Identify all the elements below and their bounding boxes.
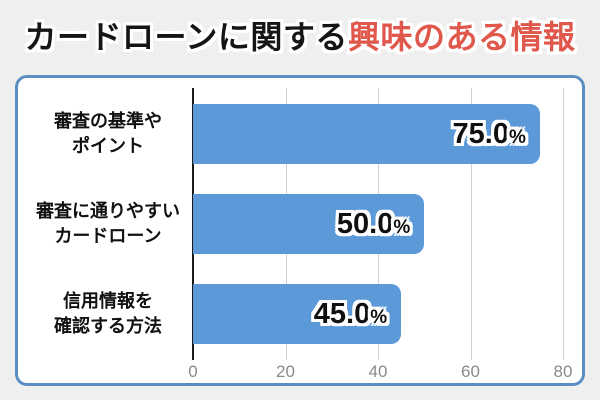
x-tick-label: 40 [368,362,388,381]
bar-value-label: 75.0% [452,117,526,150]
category-label: 審査に通りやすい カードローン [36,201,180,246]
category-label: 信用情報を 確認する方法 [54,291,162,336]
chart-title: カードローンに関する興味のある情報 [0,14,600,60]
bar: 50.0% [193,194,425,254]
bar-value-label: 45.0% [313,297,388,330]
bar-value-label: 50.0% [336,207,411,240]
x-tick-label: 60 [461,362,480,381]
title-red-text: 興味のある情報 [347,19,576,55]
x-tick-label: 80 [553,362,573,381]
bar: 75.0% [193,104,540,164]
x-tick-label: 0 [188,362,198,381]
category-label: 審査の基準や ポイント [54,111,162,156]
x-tick-label: 20 [276,362,295,381]
chart-card: 0 20 40 60 80 審査の基準や ポイント 75.0% 審査に通りやすい カードローン… [15,75,585,386]
title-black-text: カードローンに関する [24,19,348,55]
bar: 45.0% [193,284,402,344]
gridline [563,88,564,360]
gridline [470,88,472,360]
